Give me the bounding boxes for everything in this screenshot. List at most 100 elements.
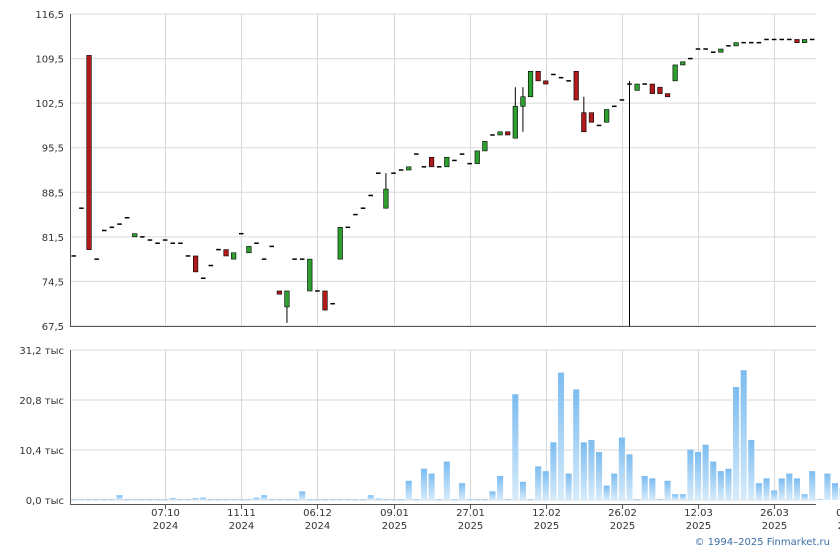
volume-bar	[71, 499, 77, 500]
candle	[231, 253, 236, 259]
volume-bar	[581, 442, 587, 500]
candle	[483, 141, 488, 151]
candle	[475, 151, 480, 164]
candle-body	[193, 256, 198, 272]
candle	[543, 81, 548, 84]
candle	[734, 43, 739, 46]
candle	[665, 94, 670, 97]
volume-bar	[208, 499, 214, 500]
volume-tick-label: 0,0 тыс	[26, 496, 64, 507]
candle	[574, 71, 579, 100]
candle-body	[582, 113, 587, 132]
volume-bar	[634, 499, 640, 500]
candle-body	[521, 97, 526, 107]
x-tick-label-day: 06.12	[303, 508, 332, 519]
candle-body	[87, 55, 92, 249]
volume-bar	[162, 499, 168, 500]
volume-bar	[672, 494, 678, 500]
volume-bar	[421, 469, 427, 500]
candle-body	[445, 157, 450, 167]
volume-bar	[451, 499, 457, 500]
volume-bar	[756, 483, 762, 500]
volume-bar	[786, 474, 792, 500]
candle	[406, 167, 411, 170]
candle	[528, 71, 533, 96]
x-tick-label-year: 2025	[762, 521, 787, 532]
volume-bar	[771, 490, 777, 500]
volume-bar	[231, 499, 237, 500]
candle	[795, 39, 800, 42]
x-tick-label-day: 09.04	[836, 508, 840, 519]
volume-bar	[649, 478, 655, 500]
volume-tick-label: 20,8 тыс	[19, 396, 64, 407]
volume-bar	[398, 499, 404, 500]
candle	[505, 132, 510, 135]
volume-bar	[284, 499, 290, 500]
price-tick-label: 81,5	[42, 233, 64, 244]
volume-bar	[665, 481, 671, 500]
candle	[308, 259, 313, 291]
candle	[224, 250, 229, 256]
volume-bar	[345, 499, 351, 500]
volume-bar	[817, 499, 823, 500]
volume-bar	[154, 499, 160, 500]
volume-bar	[520, 482, 526, 500]
price-tick-label: 88,5	[42, 188, 64, 199]
candle	[681, 62, 686, 65]
candle	[604, 110, 609, 123]
candle	[635, 84, 640, 90]
x-tick-label-day: 09.01	[380, 508, 409, 519]
x-tick-label-day: 27.01	[456, 508, 485, 519]
volume-bar	[170, 498, 176, 500]
candle-body	[483, 141, 488, 151]
volume-bar	[246, 499, 252, 500]
candle-body	[231, 253, 236, 259]
candle	[132, 234, 137, 237]
candle-body	[673, 65, 678, 81]
candle	[429, 157, 434, 167]
candle	[277, 291, 282, 294]
candle	[285, 291, 290, 323]
volume-bar	[116, 495, 122, 500]
volume-bar	[733, 387, 739, 500]
volume-bar	[459, 483, 465, 500]
volume-bar	[687, 450, 693, 500]
volume-bar	[139, 499, 145, 500]
copyright-text[interactable]: © 1994–2025 Finmarket.ru	[694, 537, 830, 548]
price-tick-label: 74,5	[42, 277, 64, 288]
volume-bar	[383, 499, 389, 500]
x-tick-label-year: 2025	[382, 521, 407, 532]
volume-bar	[626, 454, 632, 500]
volume-bar	[680, 494, 686, 500]
candle-body	[604, 110, 609, 123]
candle-body	[734, 43, 739, 46]
candle-body	[285, 291, 290, 307]
candle-body	[277, 291, 282, 294]
volume-bar	[725, 469, 731, 500]
volume-bar	[794, 478, 800, 500]
candle	[673, 65, 678, 81]
volume-bar	[763, 478, 769, 500]
volume-bar	[368, 495, 374, 500]
volume-bar	[558, 373, 564, 500]
volume-bar	[535, 466, 541, 500]
candle-body	[543, 81, 548, 84]
volume-bar	[292, 499, 298, 500]
candle	[247, 246, 252, 252]
candle-body	[308, 259, 313, 291]
volume-bar	[78, 499, 84, 500]
candle-body	[247, 246, 252, 252]
candle-body	[681, 62, 686, 65]
price-tick-label: 116,5	[35, 10, 64, 21]
volume-bar	[596, 452, 602, 500]
x-tick-label-year: 2025	[458, 521, 483, 532]
volume-bar	[588, 440, 594, 500]
volume-bar	[710, 462, 716, 500]
candle	[719, 49, 724, 52]
volume-bar	[543, 471, 549, 500]
volume-bar	[489, 491, 495, 500]
x-tick-label-day: 11.11	[227, 508, 256, 519]
volume-bar	[109, 499, 115, 500]
volume-bar	[360, 499, 366, 500]
